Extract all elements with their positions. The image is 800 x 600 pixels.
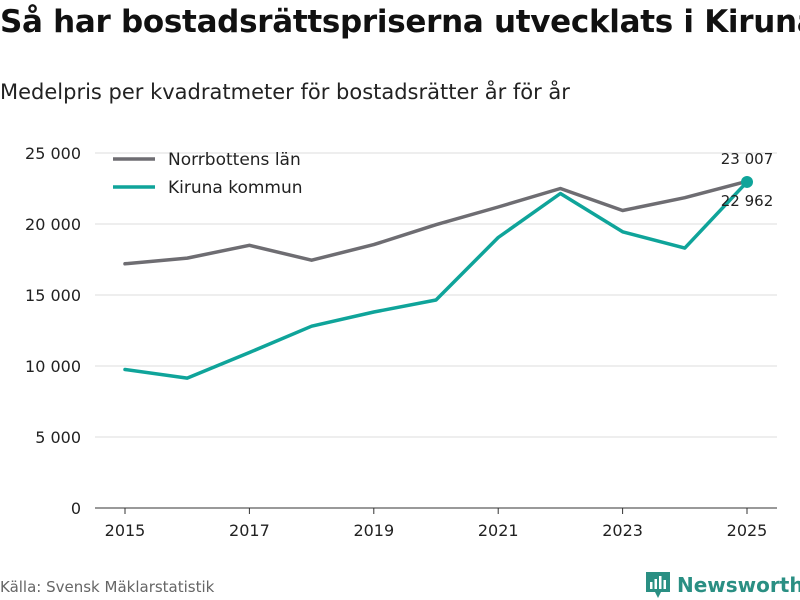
series-lines [123,175,753,380]
x-tick-label: 2015 [105,521,146,540]
x-tick-label: 2019 [353,521,394,540]
x-tick-label: 2021 [478,521,519,540]
y-tick-label: 0 [71,499,81,518]
y-tick-label: 20 000 [25,215,81,234]
chart-subtitle: Medelpris per kvadratmeter för bostadsrä… [0,80,570,104]
bar-chart-icon [646,572,670,598]
newsworthy-logo: Newsworthy [645,570,800,600]
x-tick-label: 2017 [229,521,270,540]
x-tick-label: 2023 [602,521,643,540]
brand-name: Newsworthy [677,573,800,597]
kiruna-end-point [741,175,753,188]
y-tick-label: 10 000 [25,357,81,376]
gridlines [95,152,777,509]
end-label-norrbotten: 23 007 [721,150,774,168]
end-label-kiruna: 22 962 [721,192,774,210]
y-tick-label: 15 000 [25,286,81,305]
chart-title: Så har bostadsrättspriserna utvecklats i… [0,4,800,40]
x-axis-ticks: 2015 2017 2019 2021 2023 2025 [105,508,768,540]
x-tick-label: 2025 [727,521,768,540]
legend-label: Norrbottens län [168,150,301,170]
y-axis-ticks: 0 5 000 10 000 15 000 20 000 25 000 [25,144,81,518]
legend: Norrbottens län Kiruna kommun [113,150,303,198]
y-tick-label: 5 000 [35,428,81,447]
y-tick-label: 25 000 [25,144,81,163]
series-line-kiruna [123,180,749,380]
legend-label: Kiruna kommun [168,178,303,198]
source-note: Källa: Svensk Mäklarstatistik [0,578,215,596]
series-line-norrbotten [123,179,749,266]
end-labels: 23 007 22 962 [721,150,774,210]
